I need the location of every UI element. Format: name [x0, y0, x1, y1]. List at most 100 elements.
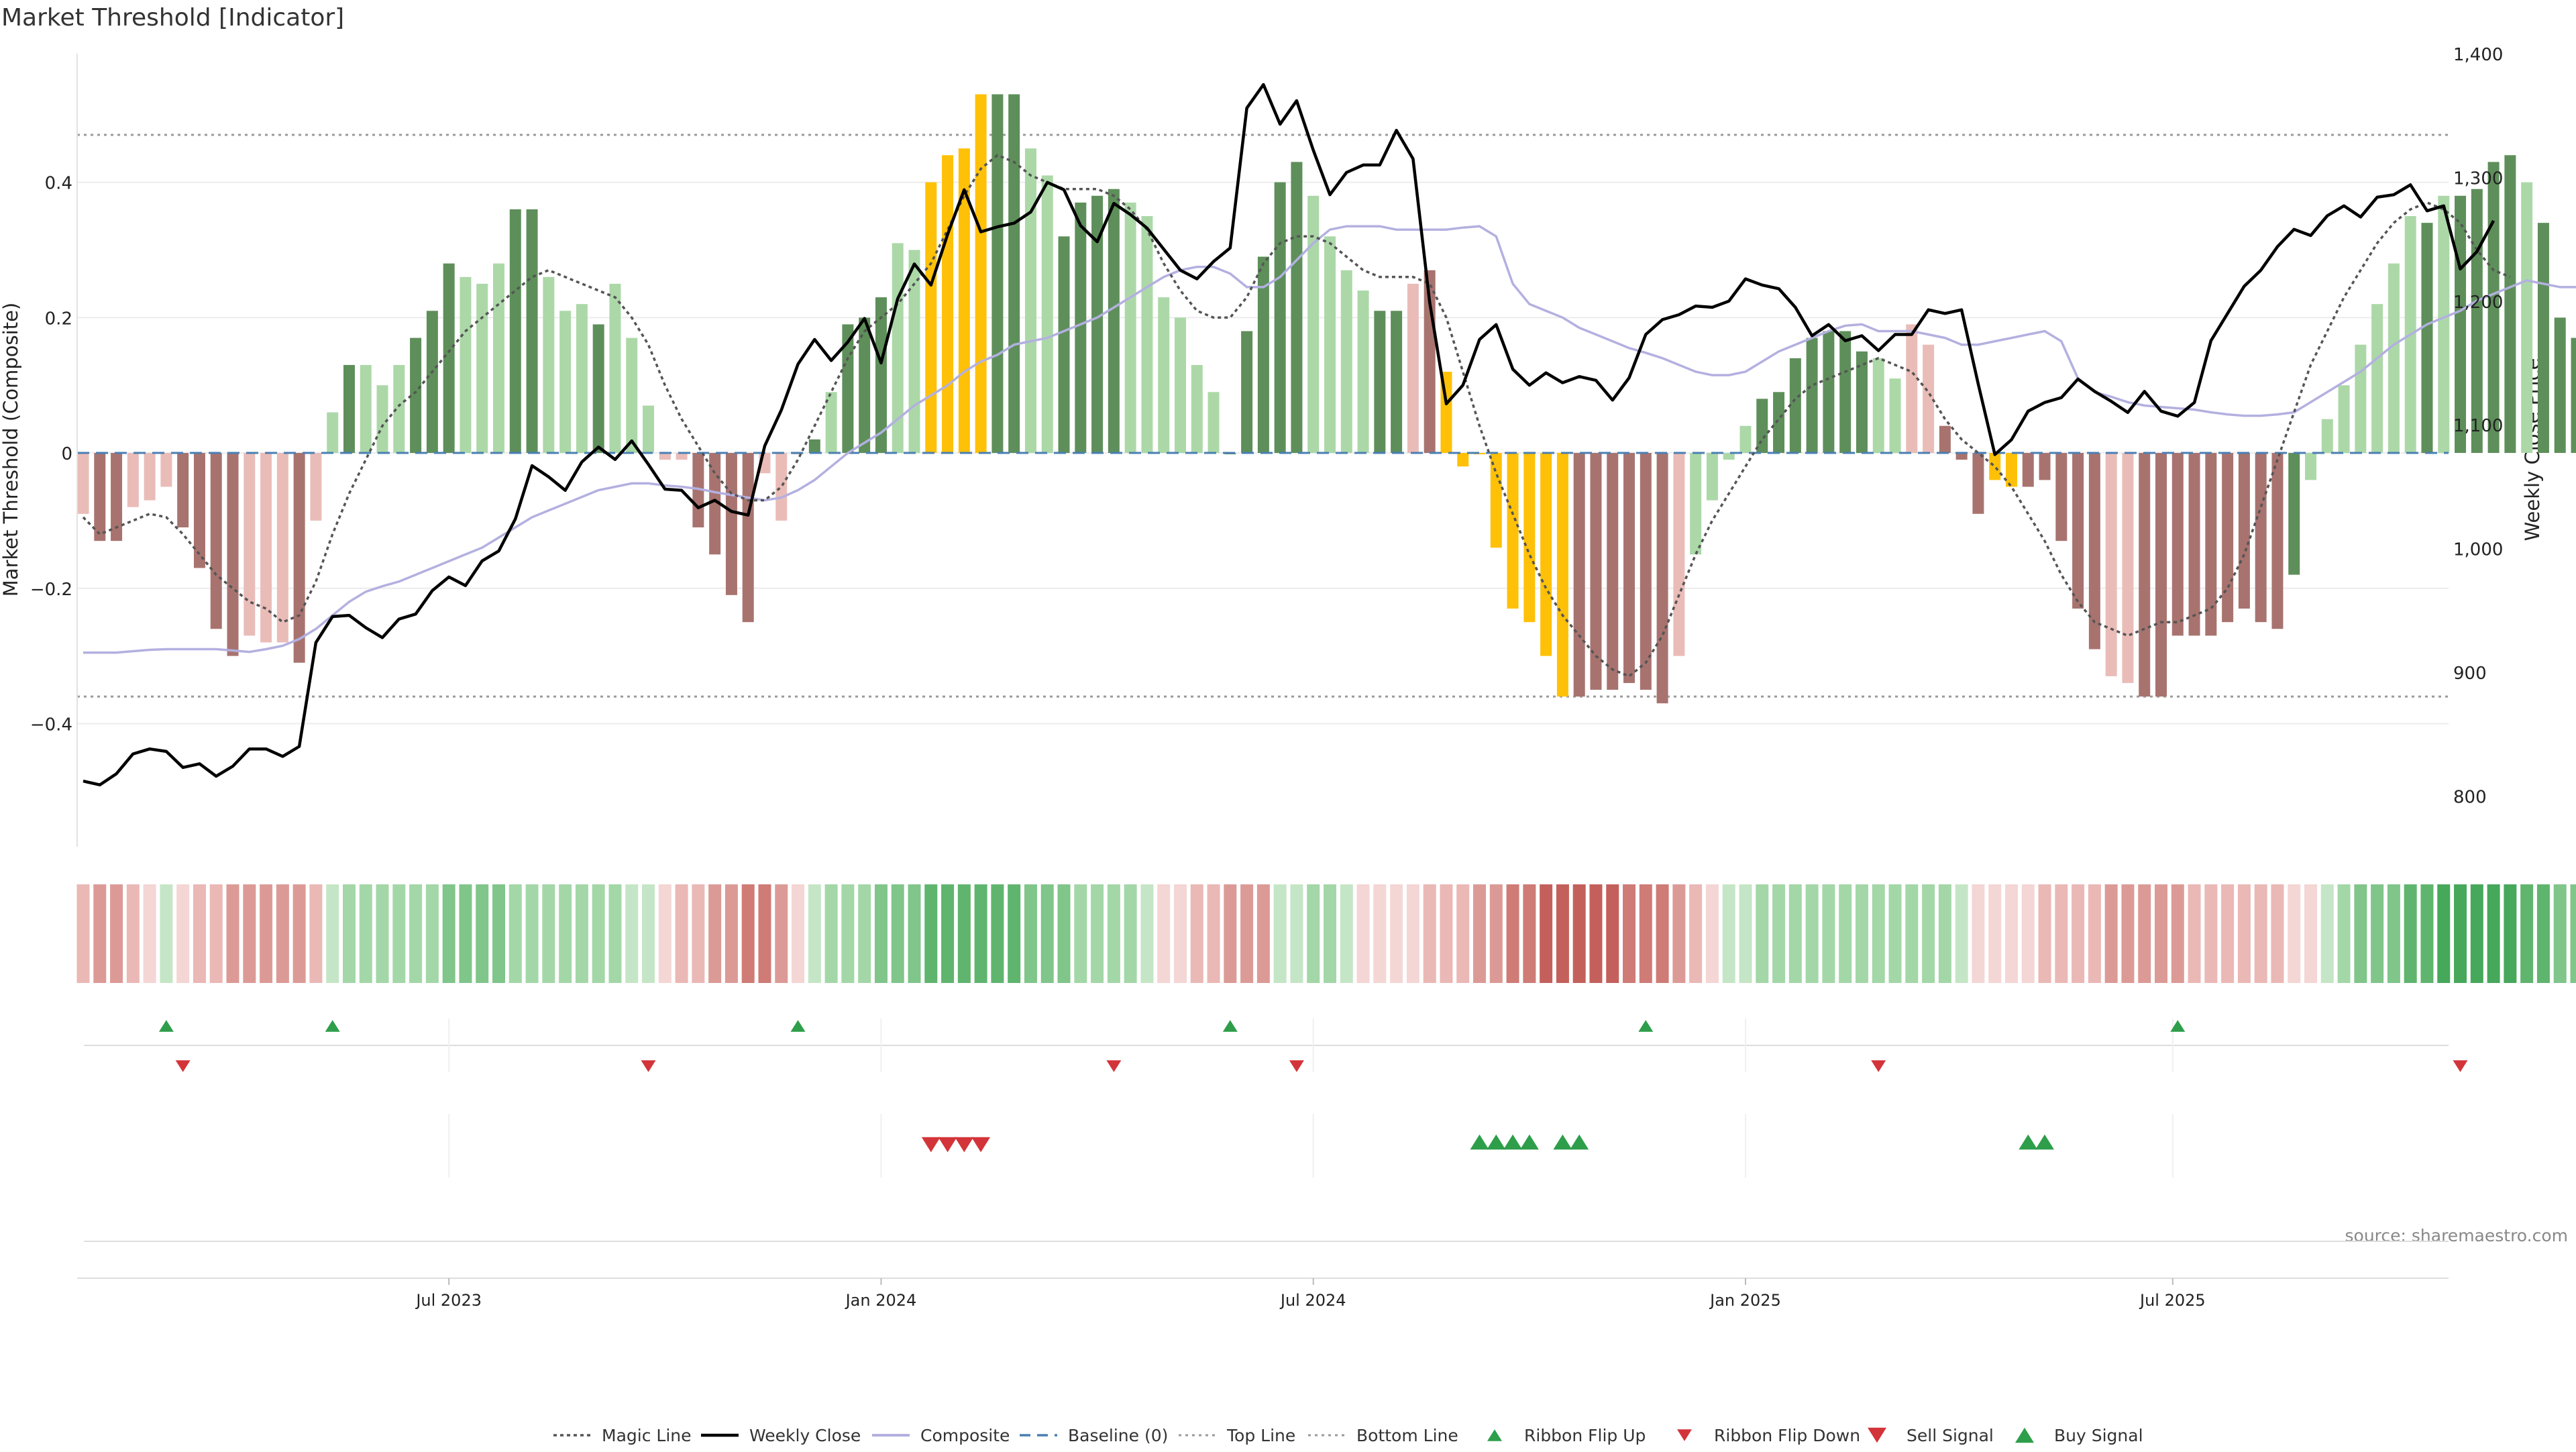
composite-bar [975, 95, 987, 454]
x-tick-label: Jul 2024 [1279, 1291, 1346, 1310]
composite-bar [1890, 378, 1901, 453]
composite-bar [1457, 453, 1468, 466]
ribbon-cell [409, 884, 422, 983]
ribbon-cell [1191, 884, 1203, 983]
ribbon-cell [1024, 884, 1037, 983]
composite-bar [1407, 284, 1419, 453]
composite-bar [2288, 453, 2300, 575]
composite-bar [1707, 453, 1718, 501]
ribbon-cell [1672, 884, 1685, 983]
ribbon-cell [2121, 884, 2134, 983]
ribbon-cell [2039, 884, 2051, 983]
legend-label: Bottom Line [1356, 1426, 1458, 1445]
composite-bar [2006, 453, 2017, 486]
composite-bar [1740, 426, 1752, 453]
composite-bar [1574, 453, 1585, 696]
ribbon-cell [360, 884, 372, 983]
ribbon-cell [2072, 884, 2084, 983]
ribbon-cell [1074, 884, 1087, 983]
ribbon-cell [376, 884, 389, 983]
legend-label: Composite [920, 1426, 1010, 1445]
composite-bar [775, 453, 787, 521]
x-tick-label: Jan 2024 [845, 1291, 917, 1310]
composite-bar [144, 453, 156, 501]
legend-label: Baseline (0) [1068, 1426, 1168, 1445]
composite-bar [1307, 196, 1319, 453]
composite-bar [343, 365, 355, 453]
composite-bar [493, 264, 504, 453]
composite-bar [1673, 453, 1684, 656]
composite-bar [476, 284, 488, 453]
ribbon-cell [1789, 884, 1802, 983]
composite-bar [2455, 196, 2466, 453]
ribbon-cell [1274, 884, 1287, 983]
ribbon-cell [725, 884, 738, 983]
ribbon-cell [2188, 884, 2201, 983]
composite-bar [2039, 453, 2051, 480]
ribbon-cell [1523, 884, 1536, 983]
source-note: source: sharemaestro.com [2345, 1226, 2569, 1245]
composite-bar [2172, 453, 2184, 635]
ribbon-cell [592, 884, 605, 983]
composite-bar [277, 453, 288, 642]
ribbon-cell [1589, 884, 1602, 983]
ribbon-cell [210, 884, 223, 983]
composite-bar [327, 413, 338, 454]
ribbon-cell [443, 884, 455, 983]
ribbon-cell [492, 884, 505, 983]
ribbon-cell [1905, 884, 1918, 983]
composite-bar [1108, 189, 1120, 453]
ribbon-cell [1839, 884, 1851, 983]
ribbon-cell [1424, 884, 1436, 983]
ribbon-cell [2571, 884, 2576, 983]
ribbon-cell [1008, 884, 1020, 983]
ribbon-cell [708, 884, 721, 983]
composite-bar [859, 317, 870, 453]
ribbon-cell [144, 884, 156, 983]
ribbon-cell [975, 884, 987, 983]
composite-bar [1590, 453, 1601, 690]
ribbon-cell [958, 884, 971, 983]
ribbon-cell [2221, 884, 2234, 983]
composite-bar [559, 311, 571, 453]
y-tick-left: −0.4 [30, 715, 72, 735]
ribbon-cell [1772, 884, 1785, 983]
composite-bar [543, 277, 554, 453]
ribbon-cell [243, 884, 256, 983]
legend-label: Magic Line [602, 1426, 692, 1445]
ribbon-cell [227, 884, 239, 983]
composite-bar [2072, 453, 2084, 609]
ribbon-cell [1390, 884, 1403, 983]
composite-bar [2205, 453, 2216, 635]
ribbon-cell [625, 884, 638, 983]
composite-bar [1989, 453, 2000, 480]
ribbon-cell [2387, 884, 2400, 983]
ribbon-cell [1174, 884, 1187, 983]
ribbon-cell [2554, 884, 2567, 983]
x-tick-label: Jul 2023 [415, 1291, 482, 1310]
composite-bar [2023, 453, 2034, 486]
chart-title: Market Threshold [Indicator] [1, 4, 344, 32]
composite-bar [1175, 317, 1186, 453]
composite-bar [1839, 331, 1851, 454]
composite-bar [194, 453, 205, 568]
composite-bar [1275, 183, 1286, 453]
legend-label: Ribbon Flip Down [1714, 1426, 1860, 1445]
legend-label: Sell Signal [1907, 1426, 1994, 1445]
composite-bar [2471, 189, 2483, 453]
ribbon-cell [2537, 884, 2550, 983]
composite-bar [609, 284, 621, 453]
ribbon-cell [293, 884, 306, 983]
composite-bar [227, 453, 239, 656]
ribbon-cell [1324, 884, 1336, 983]
composite-bar [377, 385, 388, 453]
ribbon-cell [1606, 884, 1619, 983]
ribbon-cell [1739, 884, 1752, 983]
ribbon-cell [326, 884, 339, 983]
ribbon-cell [1440, 884, 1452, 983]
composite-bar [2271, 453, 2283, 629]
composite-bar [2355, 345, 2366, 453]
ribbon-cell [2338, 884, 2351, 983]
